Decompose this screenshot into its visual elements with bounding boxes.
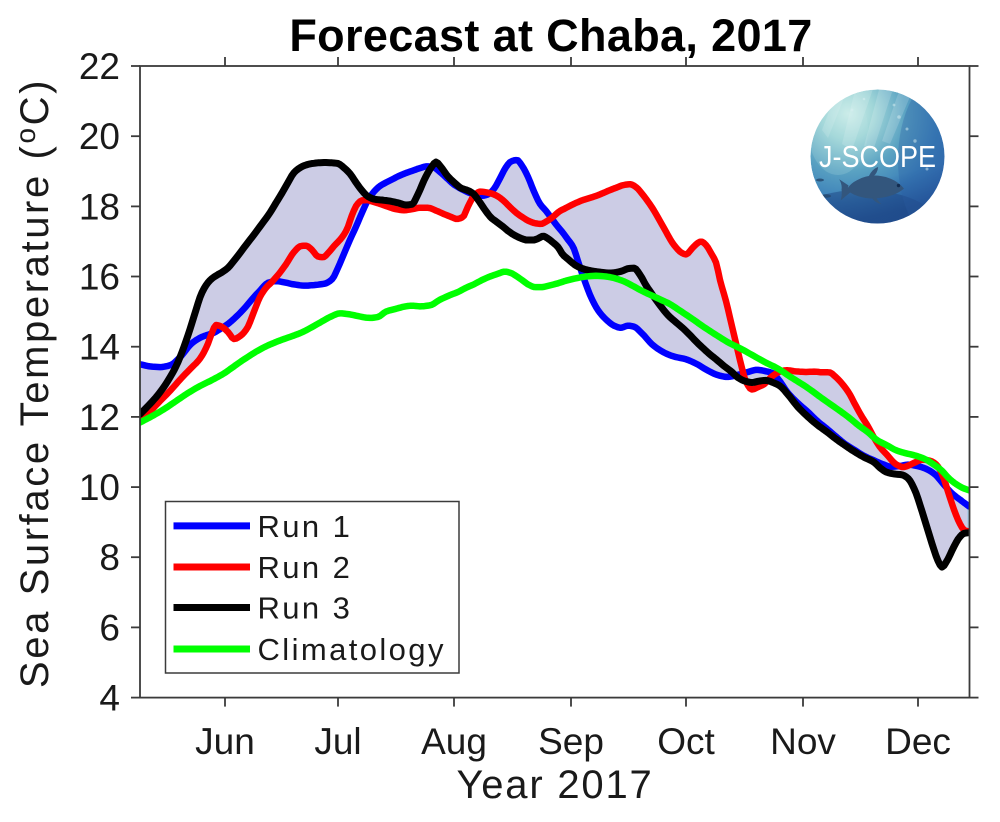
svg-text:6: 6 [99,607,120,648]
svg-text:Nov: Nov [770,721,836,762]
svg-text:Year 2017: Year 2017 [456,763,653,807]
svg-text:8: 8 [99,537,120,578]
svg-text:Jul: Jul [314,721,361,762]
svg-text:Aug: Aug [421,721,487,762]
svg-text:Oct: Oct [657,721,715,762]
svg-text:Dec: Dec [885,721,951,762]
svg-text:20: 20 [79,116,120,157]
svg-text:Forecast at Chaba, 2017: Forecast at Chaba, 2017 [289,10,812,61]
svg-text:Run 2: Run 2 [258,550,353,585]
svg-text:18: 18 [79,186,120,227]
svg-text:12: 12 [79,397,120,438]
svg-text:J-SCOPE: J-SCOPE [819,139,936,174]
svg-text:16: 16 [79,257,120,298]
svg-text:10: 10 [79,467,120,508]
svg-text:Run 3: Run 3 [258,591,353,626]
svg-text:Run 1: Run 1 [258,509,353,544]
svg-text:4: 4 [99,678,120,719]
svg-text:Jun: Jun [195,721,255,762]
svg-text:Climatology: Climatology [258,632,446,667]
svg-text:Sep: Sep [538,721,604,762]
svg-text:22: 22 [79,46,120,87]
svg-text:14: 14 [79,327,120,368]
svg-text:Sea Surface Temperature (oC): Sea Surface Temperature (oC) [10,78,57,688]
